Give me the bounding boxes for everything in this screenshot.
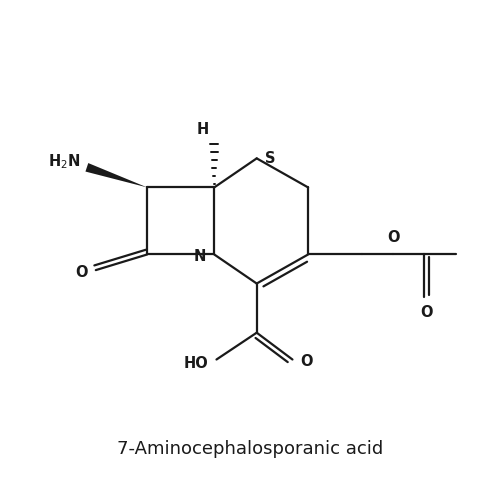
Text: N: N	[194, 249, 206, 264]
Text: S: S	[265, 151, 276, 166]
Text: H: H	[197, 122, 209, 137]
Polygon shape	[86, 163, 147, 188]
Text: O: O	[420, 305, 433, 320]
Text: O: O	[76, 265, 88, 280]
Text: HO: HO	[184, 356, 208, 372]
Text: 7-Aminocephalosporanic acid: 7-Aminocephalosporanic acid	[117, 440, 383, 458]
Text: O: O	[300, 354, 313, 369]
Text: H$_2$N: H$_2$N	[48, 152, 80, 172]
Text: O: O	[387, 230, 400, 244]
